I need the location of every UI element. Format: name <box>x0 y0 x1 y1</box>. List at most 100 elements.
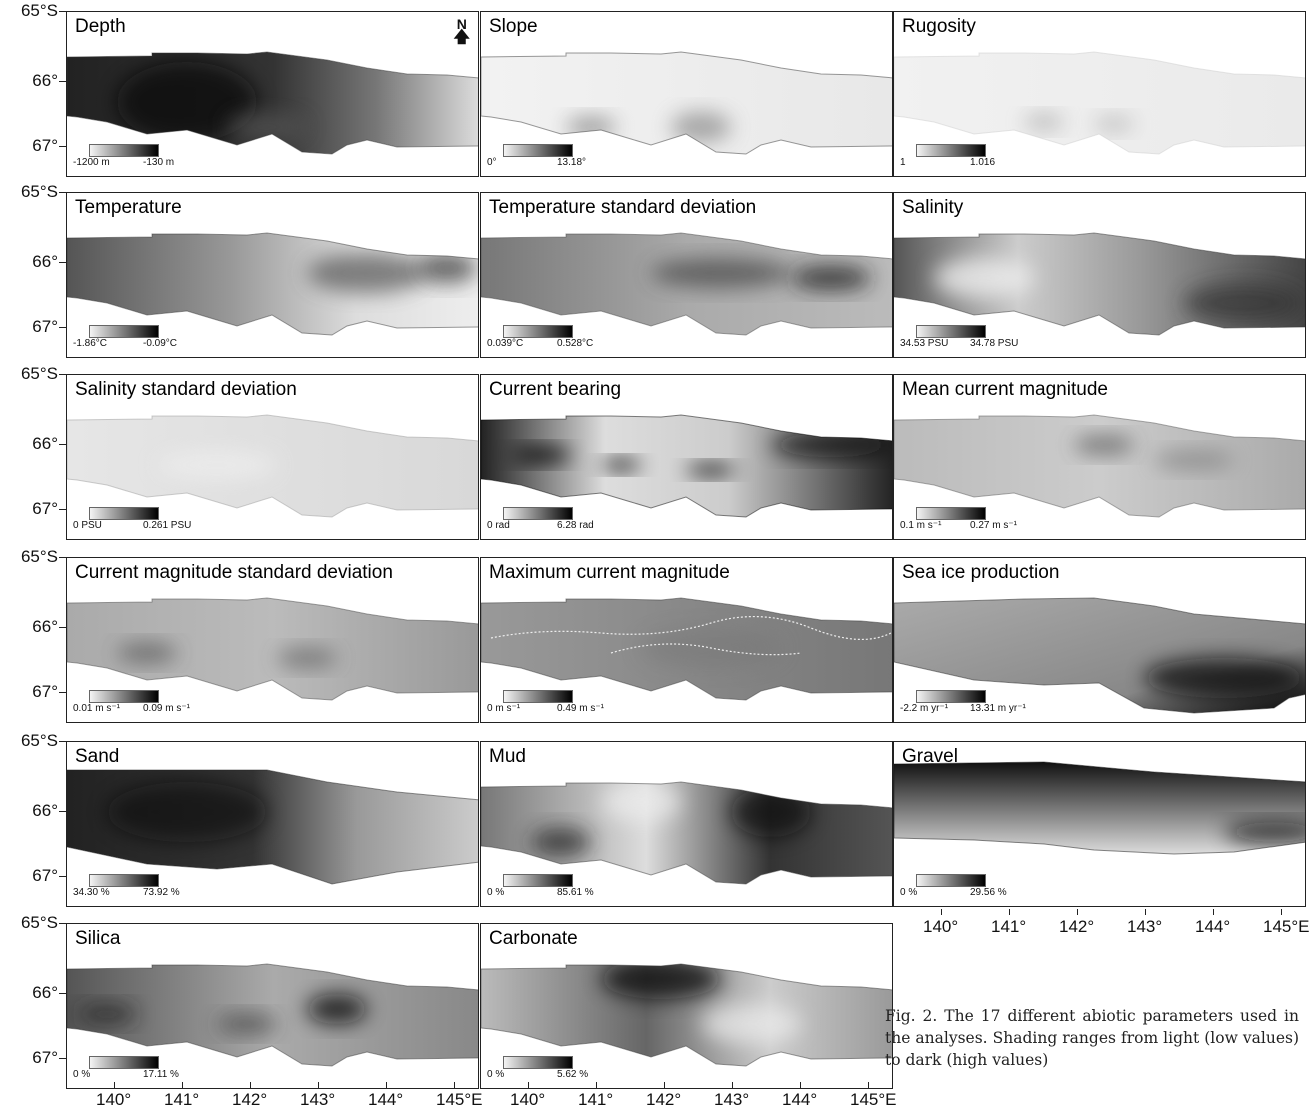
raster-map <box>67 51 478 155</box>
latitude-label: 66° <box>32 983 58 1002</box>
longitude-tick <box>250 1082 251 1088</box>
longitude-label: 142° <box>646 1090 682 1109</box>
colorbar-legend: 34.53 PSU 34.78 PSU <box>900 325 1060 355</box>
longitude-label: 141° <box>164 1090 200 1109</box>
panel-title: Maximum current magnitude <box>489 562 730 583</box>
longitude-tick <box>941 909 942 915</box>
panel-title: Salinity <box>902 197 964 218</box>
longitude-tick <box>1213 909 1214 915</box>
raster-map <box>67 414 478 518</box>
longitude-tick <box>454 1082 455 1088</box>
raster-map <box>894 761 1305 855</box>
colorbar-legend: 0 m s⁻¹ 0.49 m s⁻¹ <box>487 690 647 720</box>
colorbar-max-label: 13.18° <box>557 157 587 168</box>
colorbar-min-label: 0° <box>487 157 497 168</box>
colorbar-max-label: -130 m <box>143 157 175 168</box>
raster-map <box>481 597 892 701</box>
colorbar-min-label: 0 % <box>900 887 918 898</box>
colorbar-min-label: 34.53 PSU <box>900 338 949 349</box>
latitude-label: 65°S <box>20 913 58 932</box>
map-panel-mud: Mud 0 % 85.61 % <box>480 741 893 907</box>
latitude-tick <box>59 1058 66 1059</box>
colorbar-max-label: -0.09°C <box>143 338 178 349</box>
raster-map <box>481 51 892 155</box>
latitude-label: 65°S <box>20 547 58 566</box>
latitude-label: 65°S <box>20 182 58 201</box>
figure-caption: Fig. 2. The 17 different abiotic paramet… <box>885 1007 1299 1069</box>
latitude-label: 65°S <box>20 364 58 383</box>
latitude-tick <box>59 876 66 877</box>
latitude-tick <box>59 811 66 812</box>
map-panel-carbonate: Carbonate 0 % 5.62 % <box>480 923 893 1089</box>
map-panel-temperature: Temperature -1.86°C -0.09°C <box>66 192 479 358</box>
map-panel-rugosity: Rugosity 1 1.016 <box>893 11 1306 177</box>
colorbar <box>503 507 573 520</box>
longitude-tick <box>528 1082 529 1088</box>
raster-map <box>481 414 892 518</box>
map-panel-sand: Sand 34.30 % 73.92 % <box>66 741 479 907</box>
colorbar-legend: 0.039°C 0.528°C <box>487 325 647 355</box>
longitude-label: 142° <box>232 1090 268 1109</box>
latitude-tick <box>59 509 66 510</box>
panel-title: Temperature standard deviation <box>489 197 757 218</box>
raster-map <box>67 769 478 885</box>
longitude-label: 145°E <box>436 1090 483 1109</box>
latitude-label: 67° <box>32 682 58 701</box>
colorbar-legend: 0 % 5.62 % <box>487 1056 647 1086</box>
longitude-label: 142° <box>1059 917 1095 936</box>
colorbar-legend: 0 % 85.61 % <box>487 874 647 904</box>
colorbar <box>89 690 159 703</box>
colorbar-legend: -1200 m -130 m <box>73 144 233 174</box>
colorbar-min-label: -1200 m <box>73 157 110 168</box>
colorbar-max-label: 73.92 % <box>143 887 180 898</box>
longitude-tick <box>1077 909 1078 915</box>
longitude-tick <box>318 1082 319 1088</box>
colorbar-max-label: 85.61 % <box>557 887 594 898</box>
colorbar-legend: 34.30 % 73.92 % <box>73 874 233 904</box>
longitude-label: 141° <box>991 917 1027 936</box>
map-panel-meancur: Mean current magnitude 0.1 m s⁻¹ 0.27 m s⁻… <box>893 374 1306 540</box>
latitude-label: 67° <box>32 317 58 336</box>
raster-map <box>481 232 892 336</box>
longitude-tick <box>1009 909 1010 915</box>
panel-title: Sand <box>75 746 120 767</box>
longitude-tick <box>1145 909 1146 915</box>
colorbar <box>89 874 159 887</box>
arrow-up-icon: 🡅 <box>453 29 470 46</box>
panel-title: Current magnitude standard deviation <box>75 562 393 583</box>
map-panel-tempsd: Temperature standard deviation 0.039°C 0.5… <box>480 192 893 358</box>
longitude-tick <box>664 1082 665 1088</box>
colorbar-legend: 0.1 m s⁻¹ 0.27 m s⁻¹ <box>900 507 1060 537</box>
longitude-label: 144° <box>368 1090 404 1109</box>
colorbar-min-label: 1 <box>900 157 906 168</box>
colorbar-legend: 0.01 m s⁻¹ 0.09 m s⁻¹ <box>73 690 233 720</box>
panel-title: Carbonate <box>489 928 578 949</box>
raster-map <box>894 597 1305 714</box>
latitude-tick <box>59 146 66 147</box>
longitude-tick <box>800 1082 801 1088</box>
panel-title: Mean current magnitude <box>902 379 1108 400</box>
panel-title: Current bearing <box>489 379 622 400</box>
map-panel-depth: Depth -1200 m -130 m N 🡅 <box>66 11 479 177</box>
longitude-tick <box>182 1082 183 1088</box>
map-panel-cursd: Current magnitude standard deviation 0.01… <box>66 557 479 723</box>
map-panel-slope: Slope 0° 13.18° <box>480 11 893 177</box>
colorbar <box>916 144 986 157</box>
latitude-label: 65°S <box>20 1 58 20</box>
colorbar-min-label: 0.1 m s⁻¹ <box>900 520 942 531</box>
colorbar-max-label: 6.28 rad <box>557 520 594 531</box>
latitude-tick <box>59 741 66 742</box>
colorbar <box>89 325 159 338</box>
panel-title: Slope <box>489 16 538 37</box>
raster-map <box>894 232 1305 336</box>
colorbar-legend: 0 PSU 0.261 PSU <box>73 507 233 537</box>
colorbar <box>916 325 986 338</box>
colorbar <box>89 1056 159 1069</box>
longitude-label: 143° <box>714 1090 750 1109</box>
panel-title: Sea ice production <box>902 562 1060 583</box>
colorbar-legend: 0 % 17.11 % <box>73 1056 233 1086</box>
panel-title: Salinity standard deviation <box>75 379 297 400</box>
latitude-label: 66° <box>32 617 58 636</box>
longitude-tick <box>386 1082 387 1088</box>
colorbar-min-label: 0 PSU <box>73 520 102 531</box>
